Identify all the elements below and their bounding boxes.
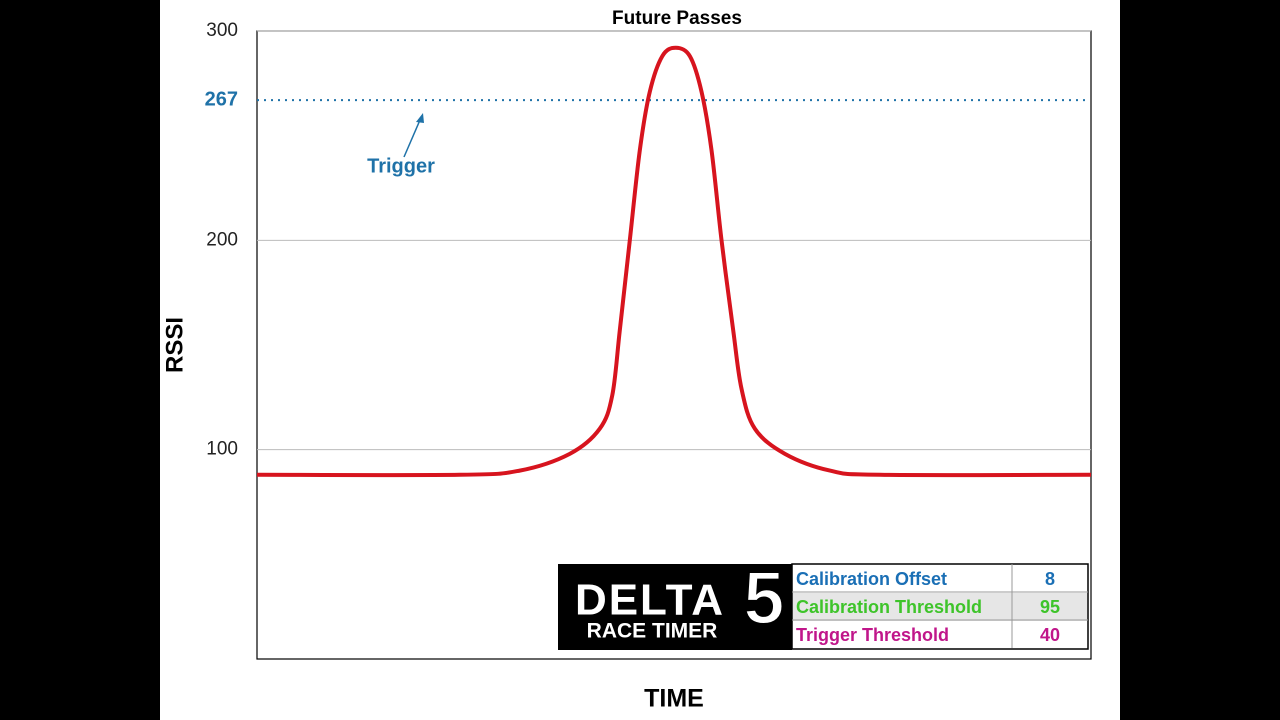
table-name: Calibration Threshold — [796, 597, 982, 617]
table-value: 40 — [1040, 625, 1060, 645]
trigger-annotation: Trigger — [367, 155, 435, 177]
table-value: 8 — [1045, 569, 1055, 589]
y-axis-label: RSSI — [161, 317, 188, 373]
trigger-value-label: 267 — [205, 88, 238, 110]
table-row-shade — [793, 593, 1087, 621]
y-tick-label: 200 — [206, 229, 238, 250]
trigger-arrow — [403, 119, 421, 158]
logo-subtitle: RACE TIMER — [587, 620, 718, 643]
table-name: Calibration Offset — [796, 569, 947, 589]
table-value: 95 — [1040, 597, 1060, 617]
y-tick-label: 300 — [206, 20, 238, 41]
table-name: Trigger Threshold — [796, 625, 949, 645]
logo-number: 5 — [743, 557, 784, 640]
rssi-line — [256, 45, 1092, 478]
y-tick-label: 100 — [206, 439, 238, 460]
x-axis-label: TIME — [644, 685, 704, 713]
logo-box — [558, 564, 792, 650]
trigger-arrow-head — [416, 113, 424, 123]
logo-text: DELTA — [575, 576, 725, 625]
chart-title: Future Passes — [612, 8, 742, 29]
